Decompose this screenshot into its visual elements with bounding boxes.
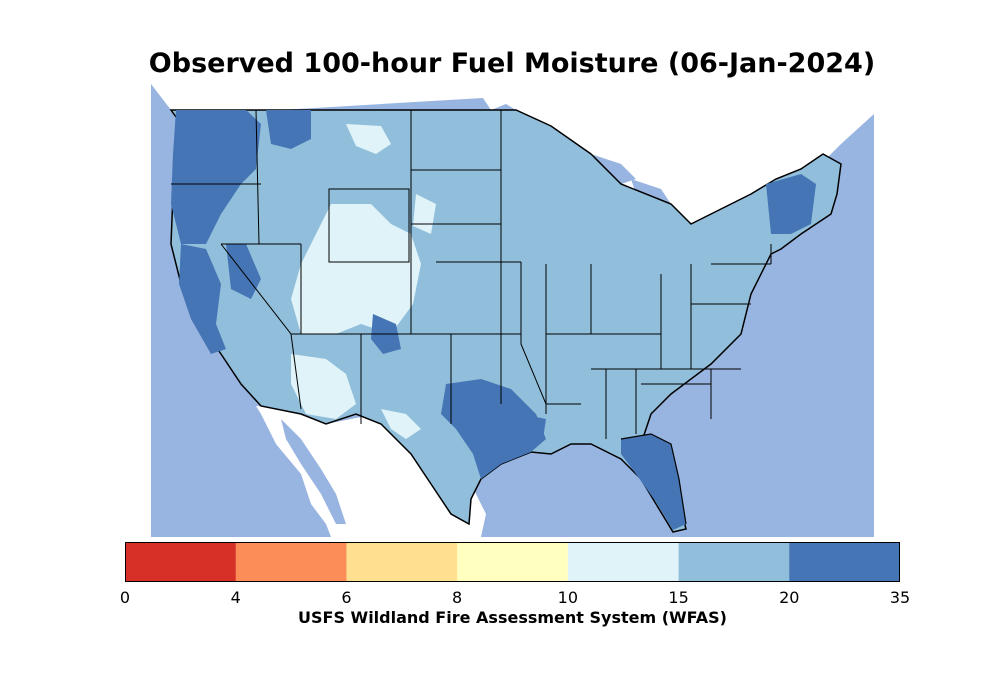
colorbar-bin (235, 542, 347, 582)
colorbar-bin (125, 542, 237, 582)
coastline (620, 433, 687, 525)
state-borders (171, 109, 772, 439)
colorbar (125, 542, 900, 582)
colorbar-bin (678, 542, 790, 582)
fuel-moisture-20-35 (226, 244, 261, 299)
fuel-moisture-10-15 (291, 354, 356, 419)
colorbar-tick-label: 8 (452, 588, 463, 607)
colorbar-bin (346, 542, 458, 582)
fuel-moisture-20-35 (766, 174, 816, 234)
fuel-moisture-20-35 (266, 110, 311, 149)
fuel-moisture-20-35 (179, 244, 226, 354)
fuel-moisture-20-35 (441, 379, 546, 479)
fuel-moisture-20-35 (621, 434, 686, 530)
colorbar-tick-label: 20 (779, 588, 800, 607)
colorbar-tick-label: 6 (341, 588, 352, 607)
fuel-moisture-10-15 (381, 409, 421, 439)
colorbar-tick-label: 4 (230, 588, 241, 607)
colorbar-tick-label: 10 (557, 588, 579, 607)
colorbar-tick-label: 15 (668, 588, 689, 607)
fuel-moisture-10-15 (291, 204, 421, 334)
gulf-of-california (281, 419, 346, 524)
fuel-moisture-map (151, 84, 874, 537)
map-title: Observed 100-hour Fuel Moisture (06-Jan-… (148, 48, 876, 79)
colorbar-tick-label: 35 (889, 588, 911, 607)
fuel-moisture-20-35 (521, 414, 546, 439)
colorbar-bin (567, 542, 680, 582)
fuel-moisture-10-15 (346, 124, 391, 154)
colorbar-bin (457, 542, 569, 582)
colorbar-tick-label: 0 (119, 588, 131, 607)
fuel-moisture-20-35 (171, 110, 261, 244)
colorbar-label: USFS Wildland Fire Assessment System (WF… (298, 608, 727, 627)
colorbar-bin (789, 542, 900, 582)
canada-land (151, 84, 874, 234)
